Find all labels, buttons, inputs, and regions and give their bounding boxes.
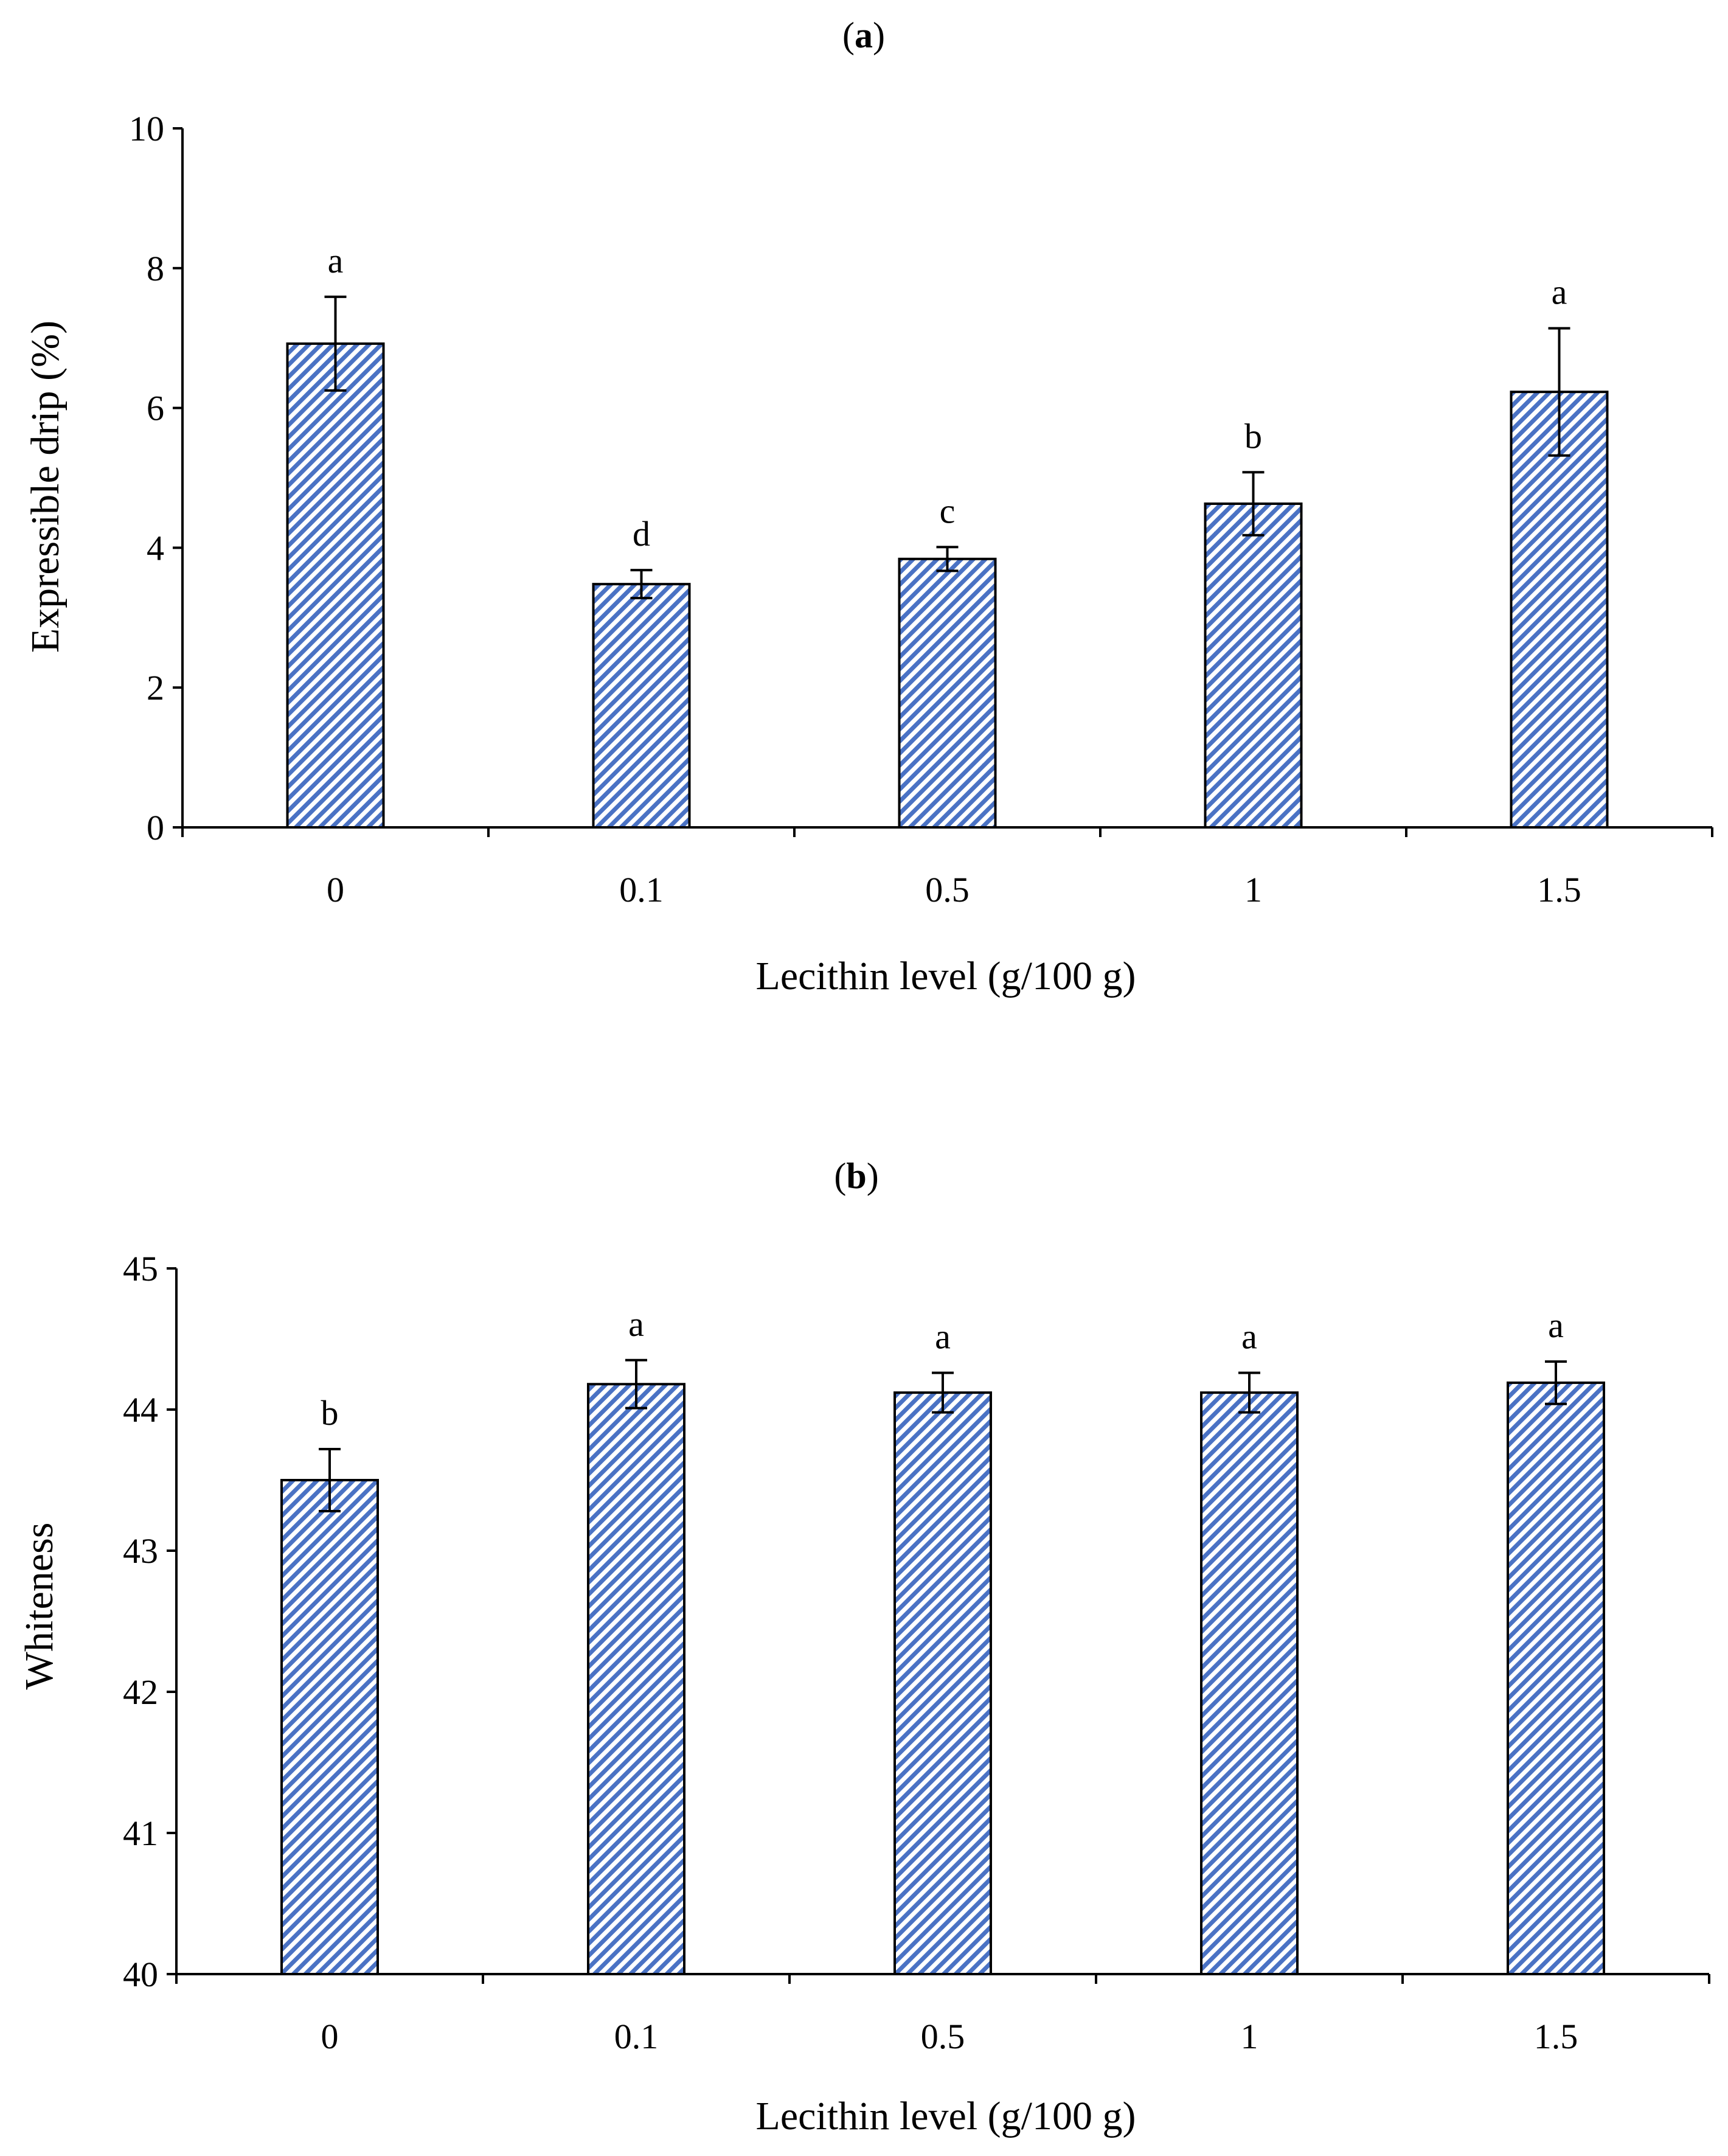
panel-a-error-bar xyxy=(936,546,959,572)
panel-b-bar xyxy=(280,1479,379,1975)
panel-a-significance-letter: b xyxy=(1244,416,1262,456)
panel-b-x-tick-label: 1.5 xyxy=(1534,2017,1578,2056)
panel-a-bar xyxy=(1204,502,1303,829)
panel-a-y-tick-label: 2 xyxy=(147,668,164,708)
panel-b-bar xyxy=(1507,1381,1605,1975)
panel-b-y-tick-label: 41 xyxy=(123,1813,158,1853)
panel-a-bar xyxy=(898,557,997,829)
panel-b-significance-letter: a xyxy=(935,1317,951,1357)
panel-b-error-bar xyxy=(1545,1360,1567,1405)
panel-b-y-tick-label: 44 xyxy=(123,1390,158,1430)
panel-b-x-tick-label: 0 xyxy=(321,2017,339,2056)
panel-a-y-axis-title: Expressible drip (%) xyxy=(23,321,68,653)
panel-a-y-tick-label: 10 xyxy=(129,109,164,148)
panel-b-bar xyxy=(893,1391,992,1975)
panel-a-y-tick-label: 6 xyxy=(147,389,164,428)
panel-a-y-tick-label: 0 xyxy=(147,808,164,847)
panel-b-title: (b) xyxy=(834,1156,878,1196)
panel-a-bar xyxy=(286,342,385,829)
panel-b-y-axis-title: Whiteness xyxy=(17,1523,61,1690)
panel-a-x-axis-title: Lecithin level (g/100 g) xyxy=(756,954,1136,998)
panel-a-x-tick-label: 0.5 xyxy=(925,870,970,909)
panel-b-error-bar xyxy=(932,1371,954,1414)
panel-a-significance-letter: c xyxy=(940,491,956,530)
panel-b-significance-letter: b xyxy=(321,1393,339,1433)
panel-a-error-bar xyxy=(1548,327,1570,457)
panel-b-x-tick-label: 0.5 xyxy=(921,2017,965,2056)
panel-b-x-axis: 0 0.1 0.5 1 1.5 xyxy=(175,1973,1710,2056)
chart-panel-b: (b) 40 41 42 43 44 45 0 0.1 0.5 1 1.5 b a a a a Lecit… xyxy=(17,1156,1710,2138)
panel-a-error-bar xyxy=(1242,471,1265,537)
panel-b-y-axis: 40 41 42 43 44 45 xyxy=(123,1249,178,1994)
panel-b-y-tick-label: 45 xyxy=(123,1249,158,1288)
chart-panel-a: (a) 0 2 4 6 8 10 0 0.1 0.5 1 1.5 a d c b a Lecithin l… xyxy=(23,15,1713,998)
panel-b-significance-letter: a xyxy=(628,1304,644,1344)
panel-a-x-tick-label: 1 xyxy=(1244,870,1262,909)
panel-b-error-bar xyxy=(1238,1371,1260,1414)
panel-b-bar xyxy=(1200,1391,1299,1975)
panel-b-x-tick-label: 1 xyxy=(1241,2017,1258,2056)
panel-a-bar xyxy=(1510,391,1609,829)
panel-b-y-tick-label: 40 xyxy=(123,1955,158,1994)
panel-a-significance-letter: a xyxy=(328,241,344,280)
panel-b-error-bar xyxy=(319,1447,341,1513)
panel-a-x-tick-label: 0.1 xyxy=(619,870,664,909)
panel-a-y-tick-label: 8 xyxy=(147,249,164,288)
panel-a-significance-letter: a xyxy=(1552,273,1567,312)
panel-b-x-tick-label: 0.1 xyxy=(614,2017,659,2056)
panel-b-x-axis-title: Lecithin level (g/100 g) xyxy=(756,2094,1136,2138)
panel-b-significance-letter: a xyxy=(1241,1317,1257,1357)
panel-b-error-bar xyxy=(625,1358,647,1410)
panel-b-bars: b a a a a xyxy=(280,1304,1605,1975)
panel-b-bar xyxy=(587,1383,685,1975)
panel-b-y-tick-label: 43 xyxy=(123,1531,158,1571)
panel-a-title: (a) xyxy=(842,15,885,55)
panel-b-y-tick-label: 42 xyxy=(123,1672,158,1712)
panel-a-y-tick-label: 4 xyxy=(147,528,164,568)
panel-a-significance-letter: d xyxy=(633,514,650,554)
panel-a-x-tick-label: 0 xyxy=(327,870,344,909)
panel-a-x-tick-label: 1.5 xyxy=(1537,870,1581,909)
panel-b-significance-letter: a xyxy=(1548,1306,1564,1345)
panel-a-error-bar xyxy=(630,569,653,600)
panel-a-error-bar xyxy=(324,295,347,392)
panel-a-y-axis: 0 2 4 6 8 10 xyxy=(129,109,184,847)
panel-a-x-axis: 0 0.1 0.5 1 1.5 xyxy=(181,826,1713,909)
panel-a-bar xyxy=(592,583,691,829)
panel-a-bars: a d c b a xyxy=(286,241,1609,829)
